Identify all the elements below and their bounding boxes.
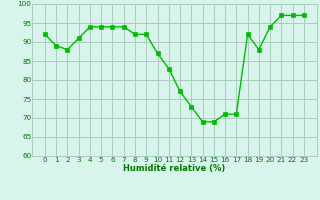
X-axis label: Humidité relative (%): Humidité relative (%) xyxy=(123,164,226,173)
